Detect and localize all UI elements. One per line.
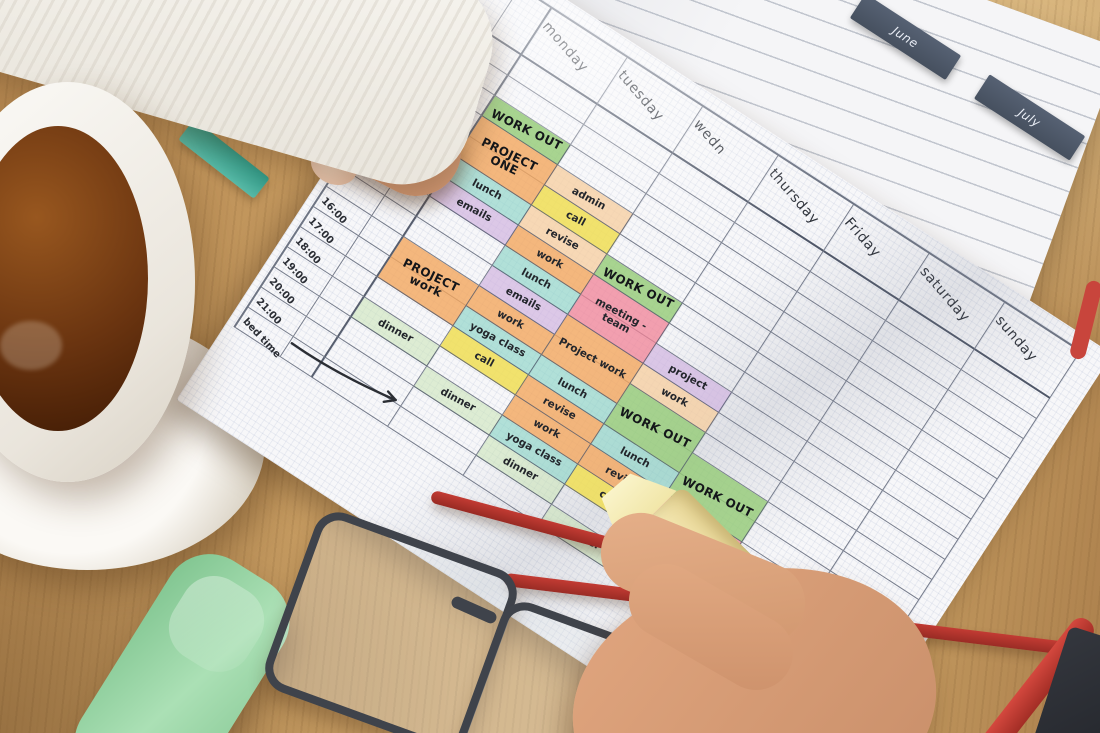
schedule-sheet: monday tuesday wedn thursday Friday saturday s…: [176, 0, 1100, 733]
day-header: sunday: [991, 312, 1041, 366]
day-header: Friday: [840, 214, 885, 261]
day-header: thursday: [765, 165, 823, 228]
day-header: tuesday: [614, 67, 668, 125]
calendar-tab: June: [849, 0, 962, 81]
calendar-tab-strip: June July: [726, 0, 1086, 161]
day-header: wedn: [689, 116, 729, 159]
calendar-tab: July: [973, 74, 1086, 161]
arrow-icon: [290, 342, 397, 404]
tea-liquid: [0, 126, 148, 431]
tea-cup: [0, 82, 195, 482]
day-header: monday: [539, 18, 592, 76]
day-header: saturday: [916, 263, 974, 326]
